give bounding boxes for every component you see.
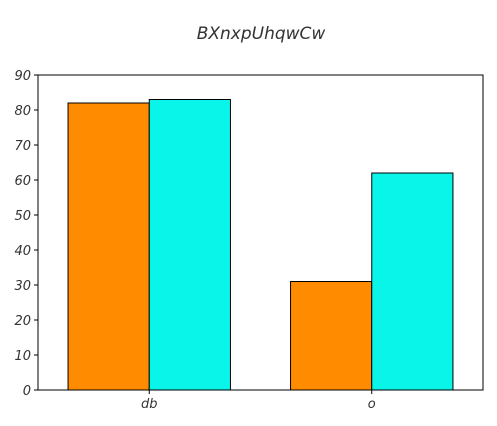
y-tick-label: 20 [14,314,31,329]
y-tick-label: 80 [14,104,31,119]
y-tick-label: 40 [14,244,31,259]
chart-title: BXnxpUhqwCw [197,24,326,44]
bar-o-series-1 [290,281,373,391]
bar-db-series-1 [67,102,150,391]
y-tick-label: 10 [14,349,31,364]
bar-o-series-2 [371,172,454,391]
x-tick-label: db [141,397,158,412]
bars-group [67,99,454,391]
y-axis-ticks: 0 10 20 30 40 50 60 70 80 90 [14,69,38,399]
y-tick-label: 50 [14,209,31,224]
x-tick-label: o [368,397,376,412]
y-tick-label: 30 [14,279,31,294]
y-tick-label: 70 [14,139,31,154]
bar-db-series-2 [148,99,231,391]
y-tick-label: 0 [23,384,31,399]
plot-frame [37,74,484,391]
y-tick-label: 90 [14,69,31,84]
x-axis-ticks: db o [141,390,376,412]
y-tick-label: 60 [14,174,31,189]
